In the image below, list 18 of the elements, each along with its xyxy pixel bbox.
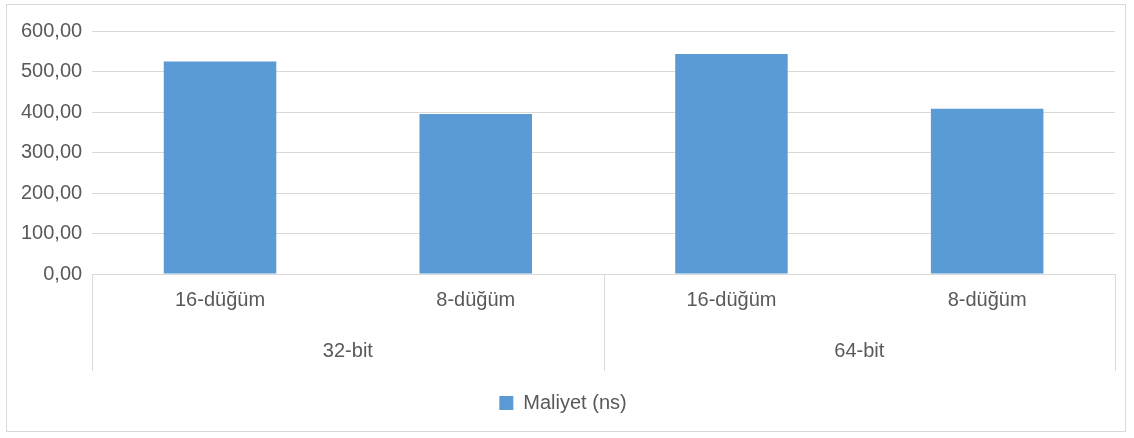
legend-label: Maliyet (ns) [523, 390, 627, 413]
bar [930, 108, 1044, 274]
bar [419, 114, 532, 274]
y-tick-label: 0,00 [43, 261, 83, 284]
y-tick-label: 200,00 [21, 180, 83, 203]
x-tick-label: 8-düğüm [947, 287, 1027, 310]
x-tick-label: 16-düğüm [174, 287, 266, 310]
text: 64-bit [834, 338, 885, 361]
y-tick-label: 400,00 [21, 99, 83, 122]
y-tick-label: 500,00 [21, 59, 83, 82]
y-tick-label: 600,00 [21, 18, 83, 41]
x-tick-label: 8-düğüm [436, 287, 516, 310]
y-tick-label: 300,00 [21, 140, 83, 163]
bar [675, 54, 788, 274]
x-tick-label: 16-düğüm [686, 287, 777, 310]
y-tick-label: 100,00 [21, 221, 83, 244]
text: 32-bit [322, 338, 374, 361]
bar [163, 61, 277, 274]
